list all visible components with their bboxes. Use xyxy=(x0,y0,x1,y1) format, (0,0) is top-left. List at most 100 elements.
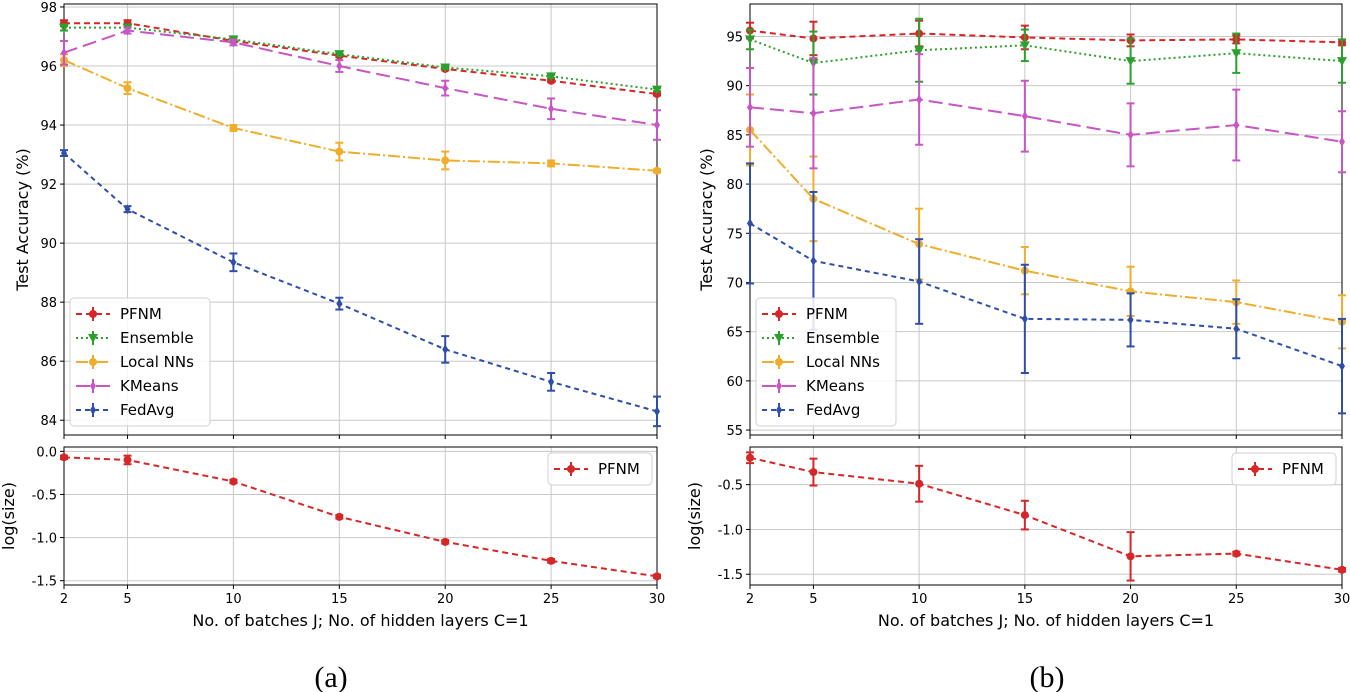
data-point xyxy=(653,572,661,581)
y-tick-label: 86 xyxy=(40,355,57,370)
data-point xyxy=(230,37,237,48)
x-tick-label: 15 xyxy=(331,592,348,607)
series-line xyxy=(63,59,658,172)
series-fedavg xyxy=(60,148,661,428)
data-point xyxy=(546,72,557,82)
data-point xyxy=(336,298,343,309)
legend-label: KMeans xyxy=(120,377,179,395)
legend: PFNM xyxy=(547,452,653,486)
series-fedavg xyxy=(746,162,1346,415)
legend-label: FedAvg xyxy=(120,401,174,419)
data-point xyxy=(1019,41,1030,51)
data-point xyxy=(809,468,818,477)
data-point xyxy=(1233,323,1240,334)
series-pfnm xyxy=(60,453,661,581)
y-tick-label: 55 xyxy=(726,424,743,439)
series-kmeans xyxy=(746,53,1346,174)
data-point xyxy=(1231,49,1242,59)
series-line xyxy=(749,38,1343,65)
caption-b: (b) xyxy=(1030,661,1065,692)
y-tick-label: -1.0 xyxy=(718,523,743,538)
data-point xyxy=(1338,565,1346,574)
data-point xyxy=(746,453,754,462)
y-tick-label: 96 xyxy=(40,60,57,75)
data-point xyxy=(229,123,238,132)
x-tick-label: 25 xyxy=(1228,592,1245,607)
y-tick-label: 70 xyxy=(726,276,743,291)
legend: PFNM xyxy=(1231,452,1337,486)
legend-marker xyxy=(567,465,575,473)
data-point xyxy=(548,376,555,387)
data-point xyxy=(60,453,68,462)
x-tick-label: 10 xyxy=(911,592,928,607)
data-point xyxy=(745,35,755,45)
data-point xyxy=(123,455,132,464)
data-point xyxy=(440,63,451,73)
legend-item: PFNM xyxy=(1238,460,1324,478)
legend-marker xyxy=(1251,465,1259,473)
data-point xyxy=(334,50,345,60)
x-tick-label: 2 xyxy=(60,592,68,607)
y-tick-label: 88 xyxy=(40,296,57,311)
data-point xyxy=(124,204,131,215)
x-tick-label: 2 xyxy=(746,592,754,607)
data-point xyxy=(547,556,556,565)
y-axis-label: Test Accuracy (%) xyxy=(13,148,32,291)
legend-item: PFNM xyxy=(762,305,848,323)
y-tick-label: 98 xyxy=(40,1,57,16)
data-point xyxy=(441,537,450,546)
data-point xyxy=(1021,111,1028,122)
data-point xyxy=(1339,136,1345,147)
data-point xyxy=(1339,361,1345,372)
data-point xyxy=(230,257,237,268)
x-tick-label: 15 xyxy=(1017,592,1034,607)
x-axis-label: No. of batches J; No. of hidden layers C… xyxy=(878,611,1214,630)
legend-item: Local NNs xyxy=(762,353,880,371)
panel-a-top-chart: 84 86 88 90 92 94 96 98 Test Accuracy (%) PFNM Ens… xyxy=(13,1,662,439)
y-tick-label: 80 xyxy=(726,178,743,193)
data-point xyxy=(123,84,132,93)
data-point xyxy=(1125,57,1136,67)
data-point xyxy=(916,276,923,287)
series-line xyxy=(64,26,658,91)
y-tick-label: 90 xyxy=(40,237,57,252)
legend-marker xyxy=(89,358,97,366)
data-point xyxy=(335,147,344,156)
data-point xyxy=(652,85,662,95)
legend-item: FedAvg xyxy=(76,401,174,419)
legend-marker xyxy=(89,310,97,318)
x-axis-label: No. of batches J; No. of hidden layers C… xyxy=(192,611,528,630)
legend-label: PFNM xyxy=(598,460,640,478)
data-point xyxy=(1233,120,1240,131)
data-point xyxy=(653,166,661,175)
plot-frame xyxy=(749,446,1343,586)
data-point xyxy=(547,159,556,168)
y-tick-label: 95 xyxy=(726,30,743,45)
panel-b-top-chart: 55 60 65 70 75 80 85 90 95 Test Accuracy (%) PFNM E… xyxy=(697,3,1347,439)
y-tick-label: 85 xyxy=(726,129,743,144)
data-point xyxy=(1127,129,1134,140)
legend-item: Local NNs xyxy=(76,353,194,371)
data-point xyxy=(441,156,450,165)
x-tick-label: 25 xyxy=(543,592,560,607)
panel-a-bottom-chart: 2 5 10 15 20 25 300.0-0.5-1.0-1.5log(size)No. … xyxy=(0,445,665,630)
y-tick-label: -0.5 xyxy=(718,479,743,494)
legend-label: PFNM xyxy=(120,305,162,323)
data-point xyxy=(916,94,923,105)
legend-marker xyxy=(90,405,96,415)
y-axis-label: log(size) xyxy=(0,482,18,550)
data-point xyxy=(61,47,67,58)
data-point xyxy=(914,46,925,56)
legend-marker xyxy=(776,405,782,415)
legend-marker xyxy=(775,358,783,366)
legend-item: PFNM xyxy=(76,305,162,323)
y-axis-label: Test Accuracy (%) xyxy=(697,148,716,291)
series-line xyxy=(749,98,1343,143)
x-tick-label: 30 xyxy=(649,592,666,607)
legend-label: Ensemble xyxy=(806,329,880,347)
data-point xyxy=(1020,511,1029,520)
x-tick-label: 5 xyxy=(809,592,817,607)
data-point xyxy=(810,255,817,266)
series-ensemble xyxy=(745,17,1347,96)
legend-box xyxy=(1231,452,1337,486)
